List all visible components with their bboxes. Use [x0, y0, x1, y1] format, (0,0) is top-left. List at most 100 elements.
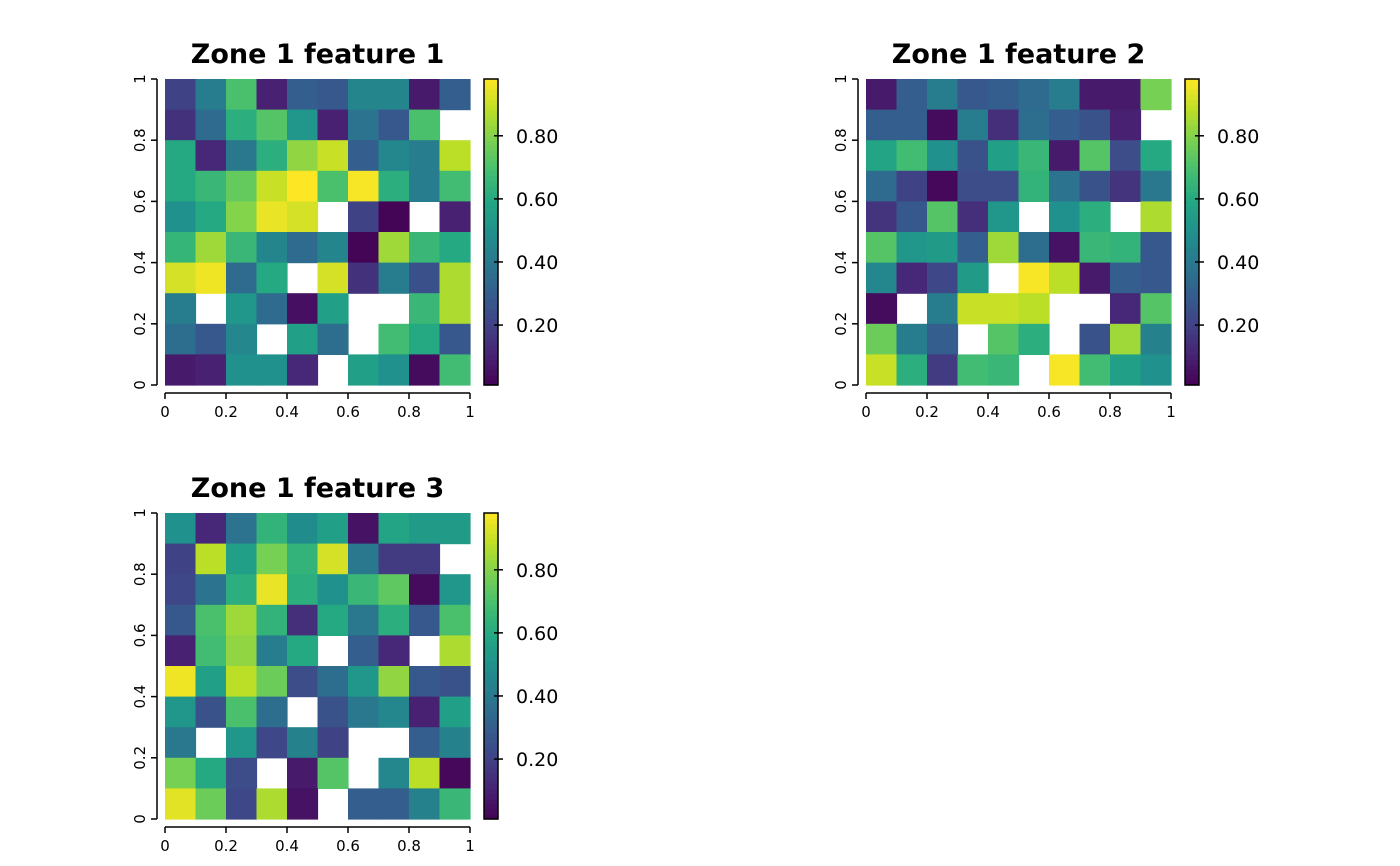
heatmap-cell	[378, 323, 410, 355]
heatmap-cell	[348, 666, 380, 698]
colorbar-segment	[484, 328, 498, 335]
heatmap-cell	[195, 696, 227, 728]
colorbar-segment	[484, 216, 498, 223]
heatmap-cell	[957, 140, 989, 172]
heatmap-cell	[988, 232, 1020, 264]
colorbar-segment	[484, 666, 498, 672]
heatmap-cell	[866, 293, 898, 325]
colorbar-segment	[1185, 196, 1199, 202]
heatmap-cell	[287, 788, 319, 820]
colorbar-segment	[1185, 262, 1199, 269]
y-tick-label: 0.4	[131, 251, 149, 275]
colorbar-tick-label: 0.20	[1217, 315, 1259, 337]
heatmap-cell	[256, 543, 288, 575]
heatmap-cell	[287, 109, 319, 141]
colorbar-segment	[1185, 298, 1199, 304]
colorbar-segment	[484, 272, 498, 279]
colorbar-segment	[1185, 379, 1199, 386]
panel-title: Zone 1 feature 1	[191, 39, 444, 70]
colorbar-segment	[1185, 119, 1199, 126]
colorbar-segment	[484, 277, 498, 284]
colorbar-segment	[484, 528, 498, 534]
heatmap-cell	[165, 513, 197, 545]
colorbar-segment	[484, 727, 498, 733]
heatmap-cell	[165, 201, 197, 233]
colorbar-segment	[484, 175, 498, 182]
heatmap-cell	[1018, 79, 1050, 111]
heatmap-cell	[439, 788, 471, 820]
y-tick-label: 0.2	[131, 746, 149, 770]
heatmap-cell	[866, 140, 898, 172]
heatmap-cell	[378, 543, 410, 575]
heatmap-cell	[1079, 140, 1111, 172]
heatmap-cell	[317, 543, 349, 575]
heatmap-cell	[1140, 232, 1172, 264]
heatmap-cell	[927, 232, 959, 264]
heatmap-cell	[409, 727, 441, 759]
heatmap-cell	[1140, 140, 1172, 172]
heatmap-cell	[165, 232, 197, 264]
heatmap-cell	[195, 170, 227, 202]
colorbar-segment	[1185, 313, 1199, 320]
colorbar-segment	[1185, 130, 1199, 136]
heatmap-cell	[1018, 109, 1050, 141]
heatmap-cell	[226, 543, 258, 575]
colorbar-segment	[1185, 84, 1199, 90]
heatmap-cell	[378, 757, 410, 789]
x-tick-label: 1	[465, 837, 475, 855]
heatmap-cell	[256, 727, 288, 759]
heatmap-cell	[866, 109, 898, 141]
heatmap-cell	[378, 604, 410, 636]
heatmap-cell	[317, 727, 349, 759]
heatmap-cell	[348, 543, 380, 575]
colorbar-segment	[1185, 99, 1199, 106]
colorbar-segment	[1185, 201, 1199, 208]
colorbar-segment	[484, 237, 498, 243]
colorbar-segment	[484, 99, 498, 106]
heatmap-cell	[409, 574, 441, 606]
heatmap-cell	[317, 757, 349, 789]
colorbar-segment	[484, 793, 498, 800]
colorbar-segment	[484, 579, 498, 585]
heatmap-cell	[165, 293, 197, 325]
heatmap-cell	[439, 666, 471, 698]
colorbar-segment	[484, 114, 498, 121]
colorbar-segment	[484, 364, 498, 371]
heatmap-cell	[195, 201, 227, 233]
heatmap-cell	[378, 109, 410, 141]
colorbar-segment	[484, 145, 498, 151]
colorbar-segment	[484, 221, 498, 228]
colorbar-segment	[484, 518, 498, 524]
heatmap-cell	[1110, 262, 1142, 294]
colorbar-segment	[1185, 232, 1199, 238]
colorbar-segment	[484, 752, 498, 759]
heatmap-cell	[256, 201, 288, 233]
heatmap-cell	[957, 293, 989, 325]
heatmap-cell	[348, 79, 380, 111]
colorbar-segment	[484, 717, 498, 723]
colorbar-segment	[1185, 308, 1199, 315]
colorbar-segment	[1185, 288, 1199, 294]
heatmap-cell	[1110, 354, 1142, 386]
colorbar-segment	[484, 543, 498, 550]
heatmap-cell	[439, 604, 471, 636]
x-tick-label: 0.6	[1037, 403, 1061, 421]
colorbar-segment	[484, 211, 498, 218]
colorbar-segment	[484, 130, 498, 136]
colorbar-segment	[1185, 237, 1199, 243]
heatmap-cell	[927, 293, 959, 325]
colorbar-segment	[484, 548, 498, 555]
heatmap-cell	[287, 757, 319, 789]
x-tick-label: 1	[1166, 403, 1176, 421]
heatmap-cell	[287, 79, 319, 111]
heatmap-cell	[256, 574, 288, 606]
colorbar-segment	[484, 84, 498, 90]
heatmap-cell	[226, 201, 258, 233]
heatmap-cell	[1018, 232, 1050, 264]
heatmap-cell	[1049, 262, 1081, 294]
x-tick-label: 0	[861, 403, 871, 421]
heatmap-cell	[317, 79, 349, 111]
colorbar-segment	[484, 89, 498, 95]
colorbar-segment	[1185, 323, 1199, 330]
heatmap-cell	[226, 696, 258, 728]
